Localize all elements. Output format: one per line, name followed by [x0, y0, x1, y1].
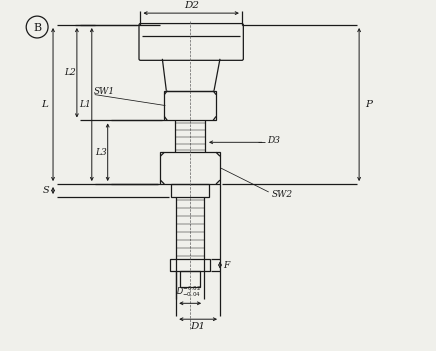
Text: D3: D3 — [267, 136, 280, 145]
Text: F: F — [223, 260, 229, 270]
Text: $D^{-0.02}_{-0.04}$: $D^{-0.02}_{-0.04}$ — [176, 284, 202, 299]
Bar — [164, 91, 216, 120]
Text: SW2: SW2 — [272, 191, 293, 199]
Bar — [160, 152, 220, 184]
Text: D1: D1 — [191, 322, 206, 331]
Text: S: S — [43, 186, 49, 195]
Text: L: L — [42, 100, 48, 109]
Text: L1: L1 — [79, 100, 91, 109]
Bar — [170, 259, 210, 272]
Text: B: B — [33, 23, 41, 33]
Bar — [180, 272, 200, 287]
Bar — [171, 184, 209, 197]
Text: P: P — [365, 100, 372, 109]
Text: D2: D2 — [184, 1, 199, 10]
Text: L3: L3 — [95, 148, 107, 157]
Text: L2: L2 — [64, 68, 76, 77]
Text: SW1: SW1 — [94, 87, 115, 96]
